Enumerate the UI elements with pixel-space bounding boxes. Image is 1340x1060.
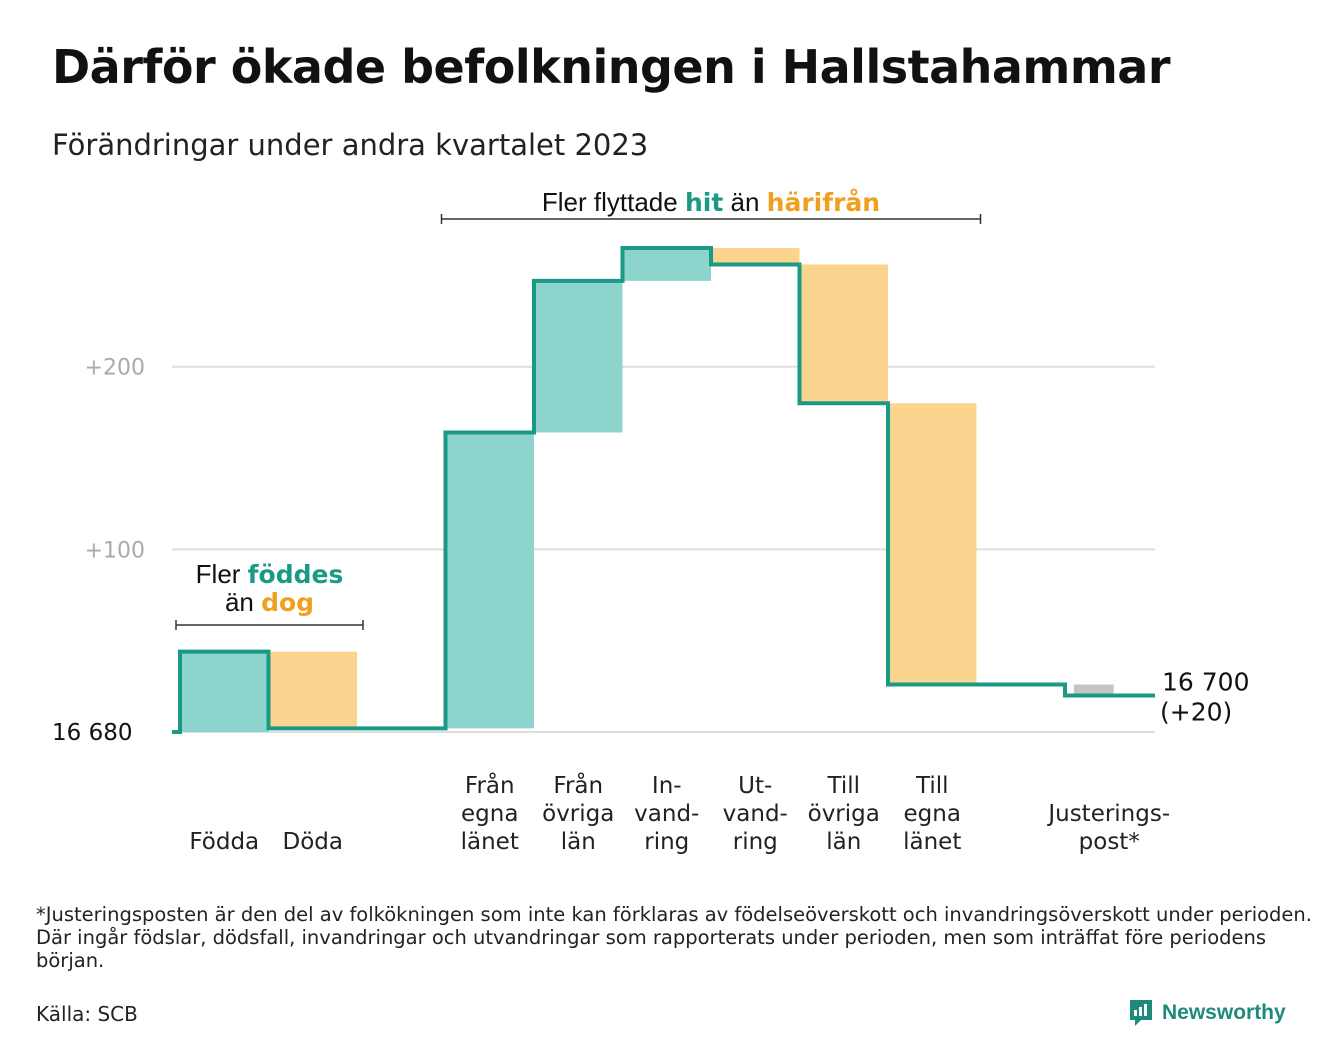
bar-layer [180, 248, 1114, 732]
category-label: Justerings- [1046, 801, 1170, 827]
category-label: Till [826, 773, 860, 799]
annotation-text: Fler flyttade hit än härifrån [542, 187, 880, 217]
category-label: län [826, 829, 861, 855]
category-label: Till [915, 773, 949, 799]
annotation-text-plain: Fler [196, 559, 248, 589]
category-label: In- [652, 773, 682, 799]
bar-adjustment [1073, 684, 1114, 696]
y-tick-label: +100 [85, 538, 145, 563]
footnote: *Justeringsposten är den del av folkökni… [36, 903, 1312, 972]
bar-decrease [888, 403, 977, 685]
annotation-migration: Fler flyttade hit än härifrån [440, 187, 982, 224]
category-label: Ut- [738, 773, 772, 799]
annotation-text-highlight: hit [685, 188, 723, 217]
bar-increase [445, 432, 534, 729]
bar-increase [622, 248, 711, 281]
category-label: Från [465, 771, 515, 799]
line-layer [172, 246, 1155, 734]
category-label: egna [461, 801, 518, 827]
category-label: egna [904, 801, 961, 827]
grid-layer: +100 +200 [85, 356, 1155, 733]
annotation-text: än dog [225, 587, 314, 617]
newsworthy-logo-icon [1130, 1000, 1152, 1026]
bar-decrease [268, 651, 357, 729]
category-label: övriga [542, 801, 614, 827]
bar-decrease [711, 248, 800, 265]
category-label: ring [733, 829, 778, 855]
bar-increase [180, 651, 269, 732]
label-layer: Födda DödaFrånegnalänetFrånövrigalänIn-va… [52, 667, 1249, 855]
cumulative-step-line [172, 246, 1155, 734]
annotation-text-plain: Fler flyttade [542, 187, 685, 217]
category-label: vand- [723, 801, 788, 827]
y-tick-label: +200 [85, 356, 145, 381]
annotation-text-plain: än [225, 587, 261, 617]
end-value-label: 16 700 [1162, 667, 1249, 696]
category-label: post* [1079, 829, 1140, 855]
source-label: Källa: SCB [36, 1002, 138, 1026]
brand-logo: Newsworthy [1128, 998, 1286, 1028]
start-value-label: 16 680 [52, 720, 132, 746]
category-label: Födda [189, 829, 259, 855]
waterfall-chart: +100+200 Födda DödaFrånegnalänetFrånövrig… [52, 187, 1249, 855]
category-label: Döda [283, 829, 343, 855]
category-label: ring [644, 829, 689, 855]
brand-name: Newsworthy [1162, 1001, 1286, 1024]
chart-subtitle: Förändringar under andra kvartalet 2023 [52, 128, 649, 162]
category-label: län [561, 829, 596, 855]
bar-decrease [799, 264, 888, 404]
category-label: vand- [634, 801, 699, 827]
category-label: länet [903, 829, 961, 855]
annotation-text: Fler föddes [196, 559, 344, 589]
category-label: länet [461, 829, 519, 855]
category-label: övriga [808, 801, 880, 827]
annotation-text-highlight: föddes [248, 560, 344, 589]
annotation-text-highlight: dog [261, 588, 314, 617]
end-change-label: (+20) [1160, 697, 1232, 726]
annotation-text-highlight: härifrån [767, 188, 880, 217]
category-label: Från [553, 771, 603, 799]
chart-title: Därför ökade befolkningen i Hallstahamma… [52, 40, 1171, 94]
annotation-text-plain: än [723, 187, 766, 217]
bar-increase [534, 280, 623, 433]
